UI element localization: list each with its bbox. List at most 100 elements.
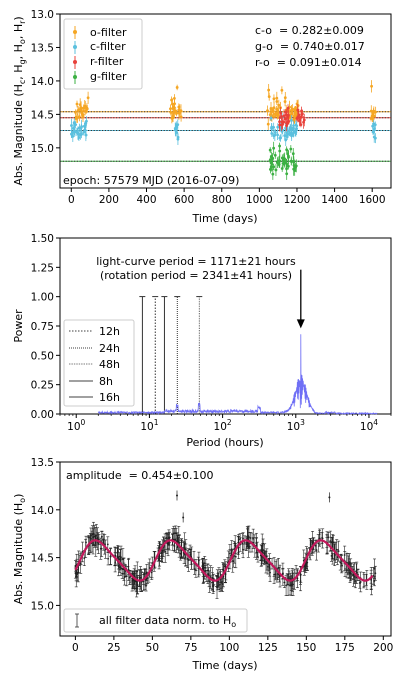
panel-2-ytick-label: 1.25 [31,262,54,274]
color-index-g-o: g-o = 0.740±0.017 [255,40,365,53]
panel-3-point [295,572,297,575]
panel-3-axes [59,461,392,637]
panel-1-point [370,84,373,88]
panel-1-point [285,113,289,117]
panel-1-point [85,106,89,110]
panel-1-point [370,114,374,118]
panel-1-point [283,100,287,103]
legend-g-filter: g-filter [73,70,127,84]
panel-3-point [290,584,293,587]
panel-3-point [173,538,176,541]
panel-3-point [92,543,94,546]
panel-3-point [219,583,221,586]
panel-1-point [170,98,173,102]
panel-3-point [106,543,109,546]
panel-1-point [283,117,287,121]
panel-1-data [60,80,391,180]
panel-1-point [76,116,79,120]
panel-1-point [280,156,284,160]
panel-1-ytick-label: 14.0 [31,76,54,88]
panel-3-point [184,556,187,558]
panel-3-point [121,572,124,575]
panel-1-xtick-label: 1600 [359,194,386,206]
legend-o-filter-label: o-filter [90,26,127,39]
panel-1-point [83,125,87,129]
panel-1-point [174,109,178,113]
panel-1-point [81,113,85,117]
panel-1-xtick-label: 600 [174,194,194,206]
panel-3-xtick-label: 150 [296,642,316,654]
panel-3-point [131,577,133,580]
panel-2-xtick-label: 103 [287,418,305,433]
legend-o-filter: o-filter [73,26,127,39]
panel-1-point [267,88,271,92]
panel-1-point [83,104,87,108]
panel-3-point [249,537,252,539]
panel-3-point [255,542,258,544]
panel-3-point [261,544,264,547]
panel-1-point [289,160,293,163]
panel-1-legend-frame [63,18,143,90]
panel-1-point [286,164,290,168]
panel-1-point [295,117,299,120]
legend-g-filter-marker [73,75,77,79]
panel-1-ytick-label: 13.0 [31,9,54,21]
panel-1-point [292,129,296,133]
panel-1-point [172,111,175,115]
panel-1-point [78,126,81,130]
legend-48h: 48h [69,358,120,371]
panel-1-point [275,161,279,165]
panel-1-point [285,148,289,152]
panel-3-point [242,537,244,540]
panel-1-point [78,103,82,107]
legend-8h-label: 8h [99,375,113,388]
panel-1-point [70,132,73,136]
panel-1-point [175,86,179,89]
panel-3-point [267,565,269,568]
panel-1-point [290,132,294,136]
panel-1-point [278,123,281,127]
legend-48h-label: 48h [99,358,120,371]
panel-3-point [143,573,146,575]
panel-1-point [285,172,289,176]
panel-3-point [234,555,237,558]
panel-1-point [276,133,279,137]
panel-3-xlabel: Time (days) [192,659,258,672]
legend-r-filter: r-filter [73,55,124,69]
panel-3-point [344,568,346,570]
panel-3-point [283,581,286,584]
panel-1-point [374,110,378,114]
panel-1-point [74,123,78,127]
amplitude-annotation: amplitude = 0.454±0.100 [66,469,214,482]
panel-1-point [266,122,270,126]
panel-1-point [277,103,281,107]
panel-1-point [300,113,304,116]
panel-3-point [167,536,170,539]
panel-1-point [267,95,271,99]
panel-1-point [72,121,76,124]
panel-3-point [203,570,206,572]
panel-2-xtick-label: 104 [360,418,378,433]
panel-1-point [176,137,180,141]
panel-3-point [330,554,333,557]
panel-1-point [269,155,273,158]
panel-3-point [319,537,321,540]
panel-3-xtick-label: 75 [184,642,197,654]
panel-3-point [343,554,346,556]
panel-3-xtick-label: 125 [258,642,278,654]
panel-3-point [228,552,231,555]
panel-1-point [271,172,275,176]
panel-1-xtick-label: 1200 [284,194,311,206]
panel-3-point [311,541,314,544]
legend-c-filter: c-filter [73,40,126,54]
panel-3-point [145,571,148,574]
panel-3-point [158,555,161,558]
panel-3-xtick-label: 0 [72,642,79,654]
color-index-r-o: r-o = 0.091±0.014 [255,56,362,69]
panel-3-point [374,572,377,575]
panel-3-outlier-point [328,496,331,499]
panel-3-point [247,546,250,548]
panel-2: 100 101 102 103 104 0.00 0.25 0.50 0.75 1.00 1.25 1… [12,233,392,449]
panel-3-outlier-point [182,516,185,519]
epoch-label: epoch: 57579 MJD (2016-07-09) [63,174,239,187]
